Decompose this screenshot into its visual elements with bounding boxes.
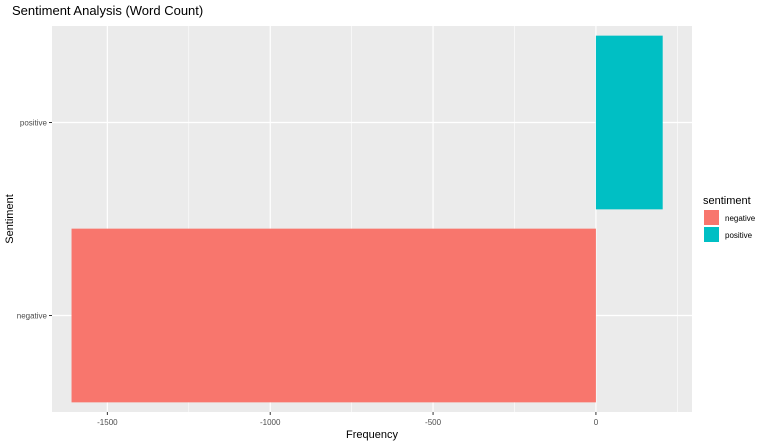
legend-key-positive bbox=[704, 227, 719, 242]
x-tick-label: -500 bbox=[425, 418, 442, 427]
y-axis: negative positive bbox=[17, 119, 52, 321]
y-tick-label: positive bbox=[20, 119, 48, 128]
x-axis: -1500 -1000 -500 0 bbox=[97, 412, 599, 427]
legend: sentiment negative positive bbox=[703, 195, 756, 242]
x-axis-label: Frequency bbox=[346, 429, 398, 441]
y-axis-label: Sentiment bbox=[4, 194, 16, 244]
bar-positive bbox=[595, 35, 663, 210]
x-tick-label: 0 bbox=[594, 418, 599, 427]
y-tick-label: negative bbox=[17, 312, 48, 321]
legend-entries: negative positive bbox=[704, 210, 756, 242]
chart-title: Sentiment Analysis (Word Count) bbox=[12, 3, 203, 18]
bar-negative bbox=[71, 228, 596, 403]
legend-title: sentiment bbox=[703, 195, 751, 207]
legend-label-positive: positive bbox=[725, 231, 753, 240]
legend-label-negative: negative bbox=[725, 214, 756, 223]
bars bbox=[71, 35, 663, 403]
legend-key-negative bbox=[704, 210, 719, 225]
x-tick-label: -1000 bbox=[260, 418, 281, 427]
x-tick-label: -1500 bbox=[97, 418, 118, 427]
